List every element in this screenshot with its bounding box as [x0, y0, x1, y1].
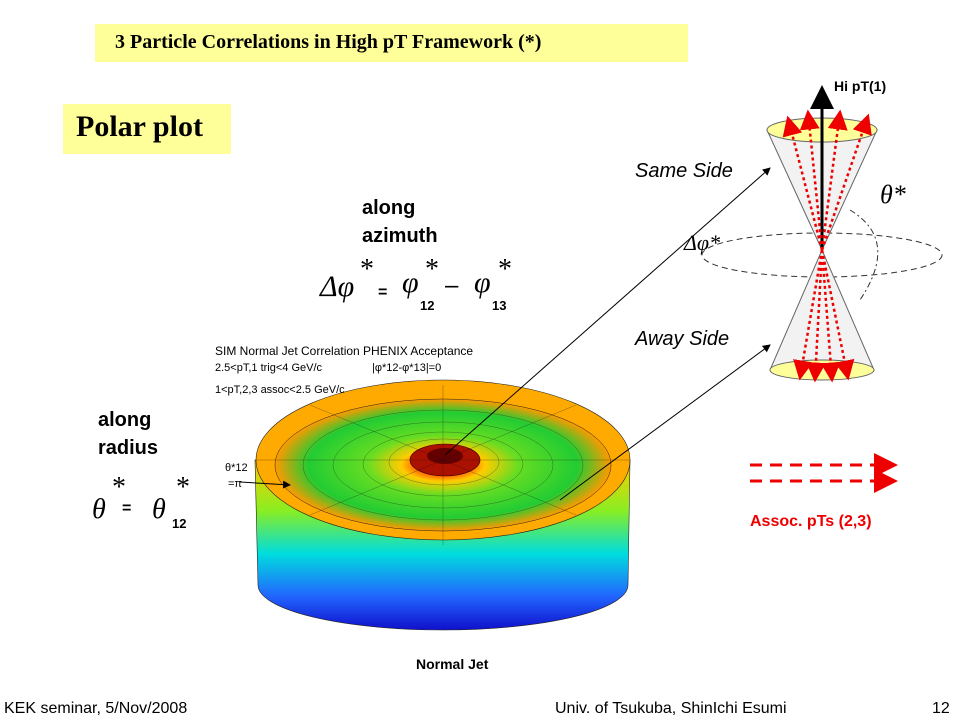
eq-token: φ	[474, 266, 491, 299]
eq-token: θ	[152, 494, 166, 525]
eq-token: Δφ	[320, 270, 355, 303]
plot-title: SIM Normal Jet Correlation PHENIX Accept…	[215, 344, 474, 358]
slide-title: 3 Particle Correlations in High pT Frame…	[115, 31, 542, 53]
plot-note: 2.5<pT,1 trig<4 GeV/c	[215, 362, 323, 374]
plot-note: =π	[228, 478, 243, 490]
hi-pt-label: Hi pT(1)	[834, 78, 887, 94]
plot-note: |φ*12-φ*13|=0	[372, 362, 442, 374]
assoc-arrows	[750, 453, 898, 493]
delta-phi-star: Δφ*	[684, 230, 721, 255]
eq-token: 12	[420, 298, 435, 313]
same-side-label: Same Side	[635, 160, 733, 182]
eq-token: *	[176, 472, 190, 503]
cone-diagram	[701, 85, 943, 383]
assoc-label: Assoc. pTs (2,3)	[750, 513, 872, 530]
away-side-label: Away Side	[635, 328, 730, 350]
footer-left: KEK seminar, 5/Nov/2008	[4, 700, 188, 717]
arrow	[444, 167, 771, 456]
theta-star: θ*	[880, 180, 906, 209]
azimuth-label: along azimuth	[362, 197, 438, 247]
section-title: Polar plot	[76, 110, 203, 143]
plot-note: θ*12	[225, 462, 248, 474]
plot-caption: Normal Jet	[416, 656, 489, 672]
eq-token: –	[445, 272, 459, 299]
polar-surface	[254, 379, 631, 631]
eq-token: θ	[92, 494, 106, 525]
eq-token: *	[498, 254, 512, 285]
arrow	[559, 344, 771, 501]
eq-token: φ	[402, 266, 419, 299]
eq-token: =	[122, 500, 132, 517]
footer-center: Univ. of Tsukuba, ShinIchi Esumi	[555, 700, 787, 717]
section-box	[63, 104, 231, 154]
page-number: 12	[932, 700, 950, 717]
arrow	[239, 480, 291, 489]
eq-token: *	[112, 472, 126, 503]
eq-token: *	[360, 254, 374, 285]
eq-token: 13	[492, 298, 507, 313]
plot-note: 1<pT,2,3 assoc<2.5 GeV/c	[215, 384, 345, 396]
title-box	[95, 24, 688, 62]
radius-label: along radius	[98, 409, 159, 459]
eq-token: *	[425, 254, 439, 285]
eq-token: 12	[172, 516, 187, 531]
eq-token: =	[378, 284, 388, 301]
